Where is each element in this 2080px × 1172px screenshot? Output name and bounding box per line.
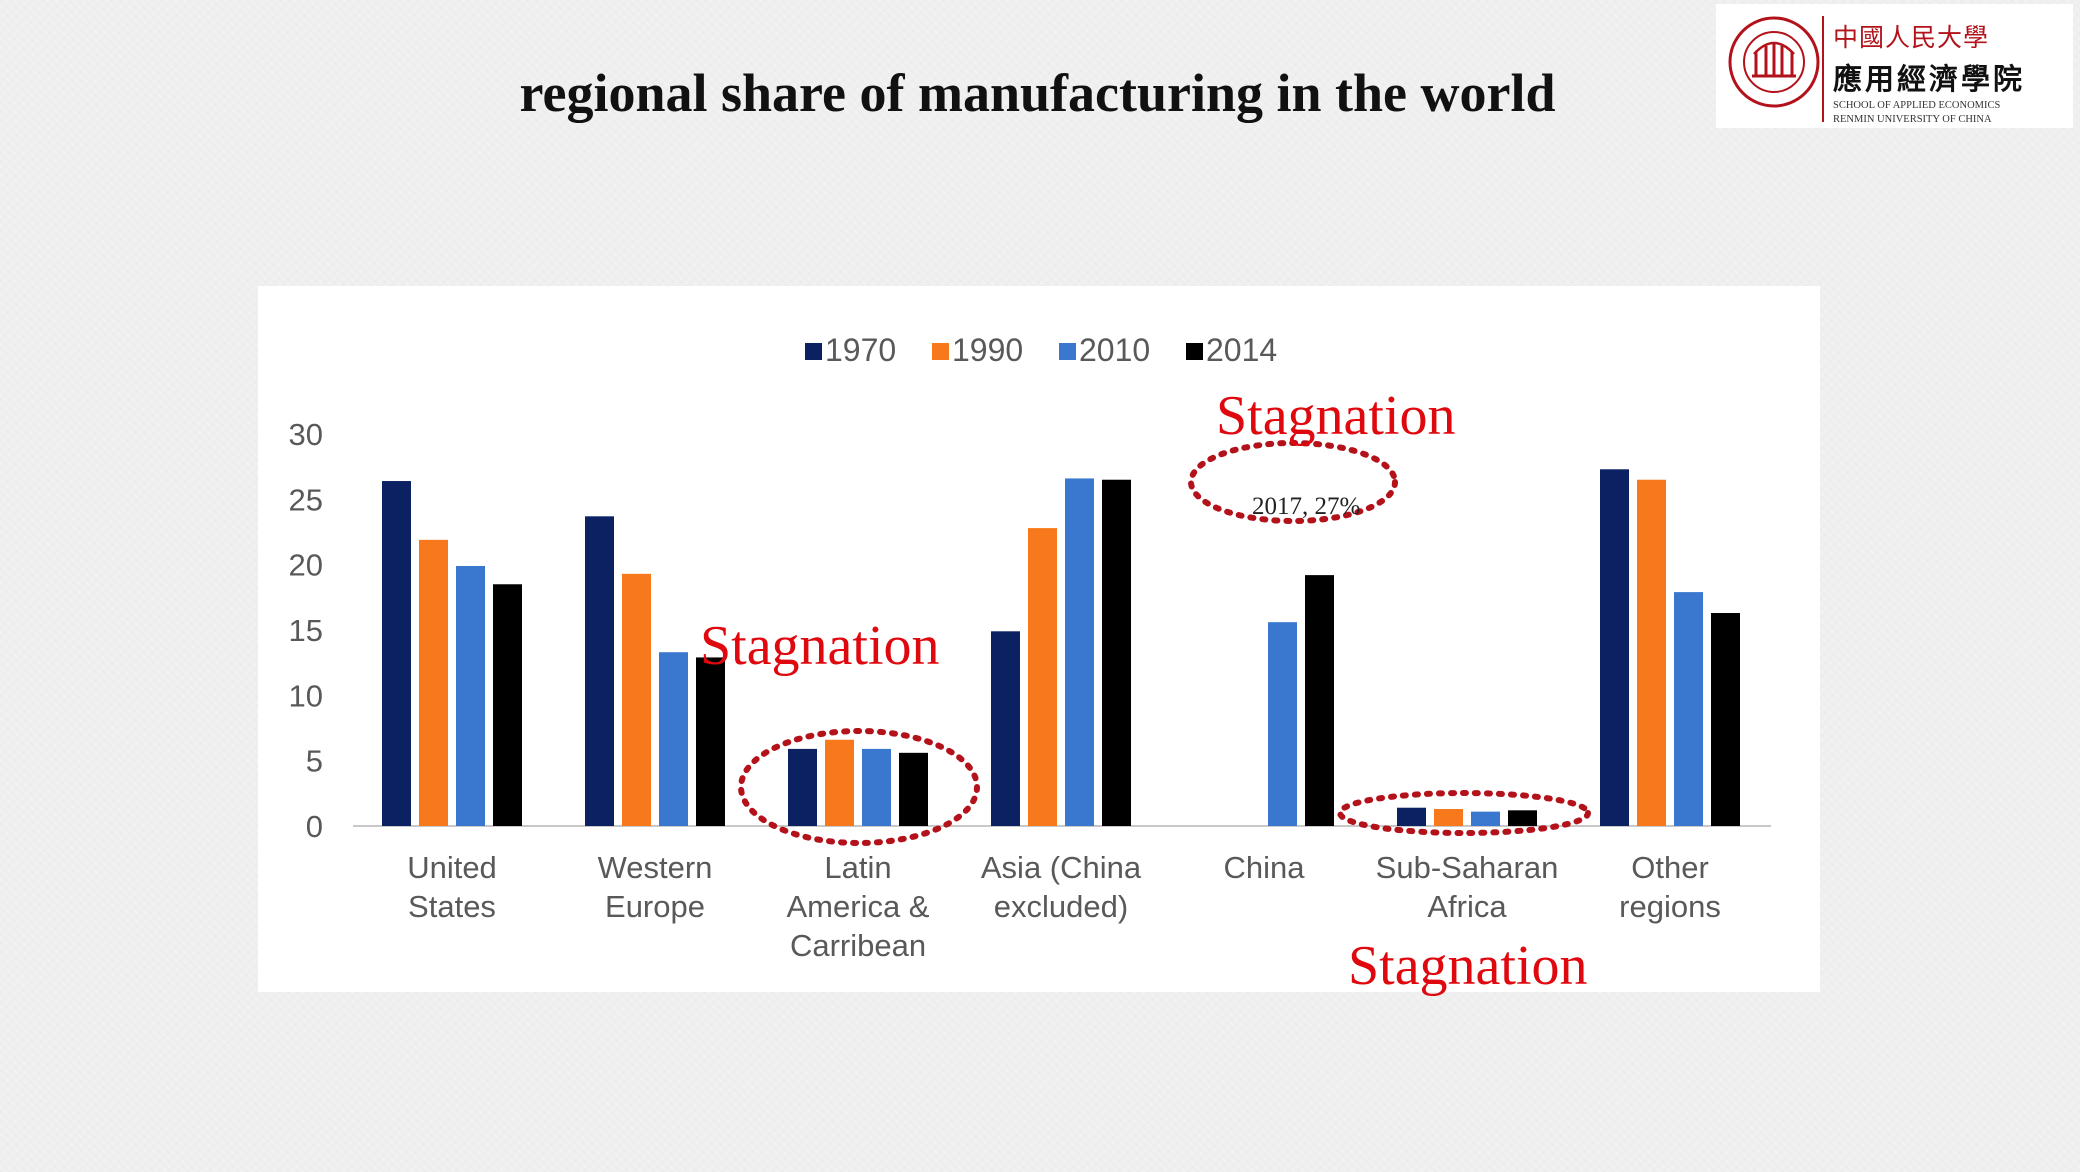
x-category-label: Latin [824, 850, 891, 885]
bar-2010-4 [1268, 622, 1297, 826]
slide-title-text: regional share of manufacturing in the w… [519, 63, 1556, 123]
bar-1970-6 [1600, 469, 1629, 826]
y-tick-label: 25 [289, 482, 323, 517]
legend-swatch-1970 [805, 343, 822, 360]
logo-university-name-en: RENMIN UNIVERSITY OF CHINA [1833, 114, 1992, 125]
x-category-label: United [407, 850, 497, 885]
y-tick-label: 15 [289, 613, 323, 648]
x-category-label: Asia (China [981, 850, 1142, 885]
logo-university-name-cn: 中國人民大學 [1833, 23, 1990, 52]
legend-label-1970: 1970 [825, 332, 896, 368]
bar-2014-2 [899, 752, 928, 826]
y-tick-label: 10 [289, 678, 323, 713]
y-tick-label: 30 [289, 417, 323, 452]
bar-2010-6 [1674, 592, 1703, 826]
bar-1990-3 [1028, 528, 1057, 826]
x-category-label: China [1224, 850, 1306, 885]
bar-2014-6 [1711, 613, 1740, 826]
bar-1970-1 [585, 516, 614, 826]
x-category-label: States [408, 889, 496, 924]
logo-school-name-en: SCHOOL OF APPLIED ECONOMICS [1833, 100, 2001, 111]
bar-2014-1 [696, 657, 725, 826]
bar-1970-5 [1397, 807, 1426, 826]
bar-1970-0 [382, 481, 411, 826]
x-category-label: regions [1619, 889, 1721, 924]
legend-swatch-2010 [1059, 343, 1076, 360]
bar-1990-2 [825, 739, 854, 826]
stagnation-label-latin: Stagnation [700, 615, 940, 677]
x-category-label: Other [1631, 850, 1709, 885]
bar-2010-0 [456, 565, 485, 826]
chart-panel: 0 5 10 15 20 25 30 United States Western Europe Lat… [258, 286, 1820, 992]
bar-1970-3 [991, 631, 1020, 826]
highlight-ellipse-africa [1337, 790, 1591, 836]
logo-divider [1822, 16, 1824, 122]
bar-2014-5 [1508, 810, 1537, 826]
x-category-label: excluded) [994, 889, 1128, 924]
legend-label-2014: 2014 [1206, 332, 1277, 368]
logo-school-name-cn: 應用經濟學院 [1833, 62, 2026, 96]
slide-title: regional share of manufacturing in the w… [0, 62, 2080, 124]
university-seal-icon [1728, 16, 1820, 108]
y-tick-label: 20 [289, 548, 323, 583]
bar-2010-2 [862, 748, 891, 826]
bar-2010-3 [1065, 478, 1094, 826]
bar-2014-4 [1305, 575, 1334, 826]
bar-1990-0 [419, 539, 448, 826]
x-category-label: Carribean [790, 928, 926, 963]
legend-swatch-1990 [932, 343, 949, 360]
x-category-label: Sub-Saharan [1376, 850, 1559, 885]
school-logo: 中國人民大學 應用經濟學院 SCHOOL OF APPLIED ECONOMIC… [1716, 4, 2073, 128]
stagnation-label-asia: Stagnation [1216, 385, 1456, 447]
note-china-2017: 2017, 27% [1252, 493, 1361, 520]
bar-2014-3 [1102, 479, 1131, 826]
legend-label-1990: 1990 [952, 332, 1023, 368]
bar-1990-1 [622, 573, 651, 826]
x-category-label: Europe [605, 889, 705, 924]
bar-1970-2 [788, 748, 817, 826]
highlight-ellipse-asia [1188, 440, 1398, 524]
bar-2010-5 [1471, 811, 1500, 826]
legend-label-2010: 2010 [1079, 332, 1150, 368]
bar-chart: 0 5 10 15 20 25 30 United States Western Europe Lat… [289, 332, 1771, 963]
y-tick-label: 0 [306, 809, 323, 844]
x-category-label: Africa [1427, 889, 1507, 924]
bar-2014-0 [493, 584, 522, 826]
highlight-ellipse-latin [738, 728, 980, 846]
stagnation-label-africa: Stagnation [1348, 935, 1588, 997]
bar-2010-1 [659, 652, 688, 826]
bar-1990-6 [1637, 479, 1666, 826]
x-category-label: America & [787, 889, 930, 924]
bar-1990-5 [1434, 809, 1463, 826]
legend-swatch-2014 [1186, 343, 1203, 360]
x-category-label: Western [598, 850, 713, 885]
y-tick-label: 5 [306, 744, 323, 779]
